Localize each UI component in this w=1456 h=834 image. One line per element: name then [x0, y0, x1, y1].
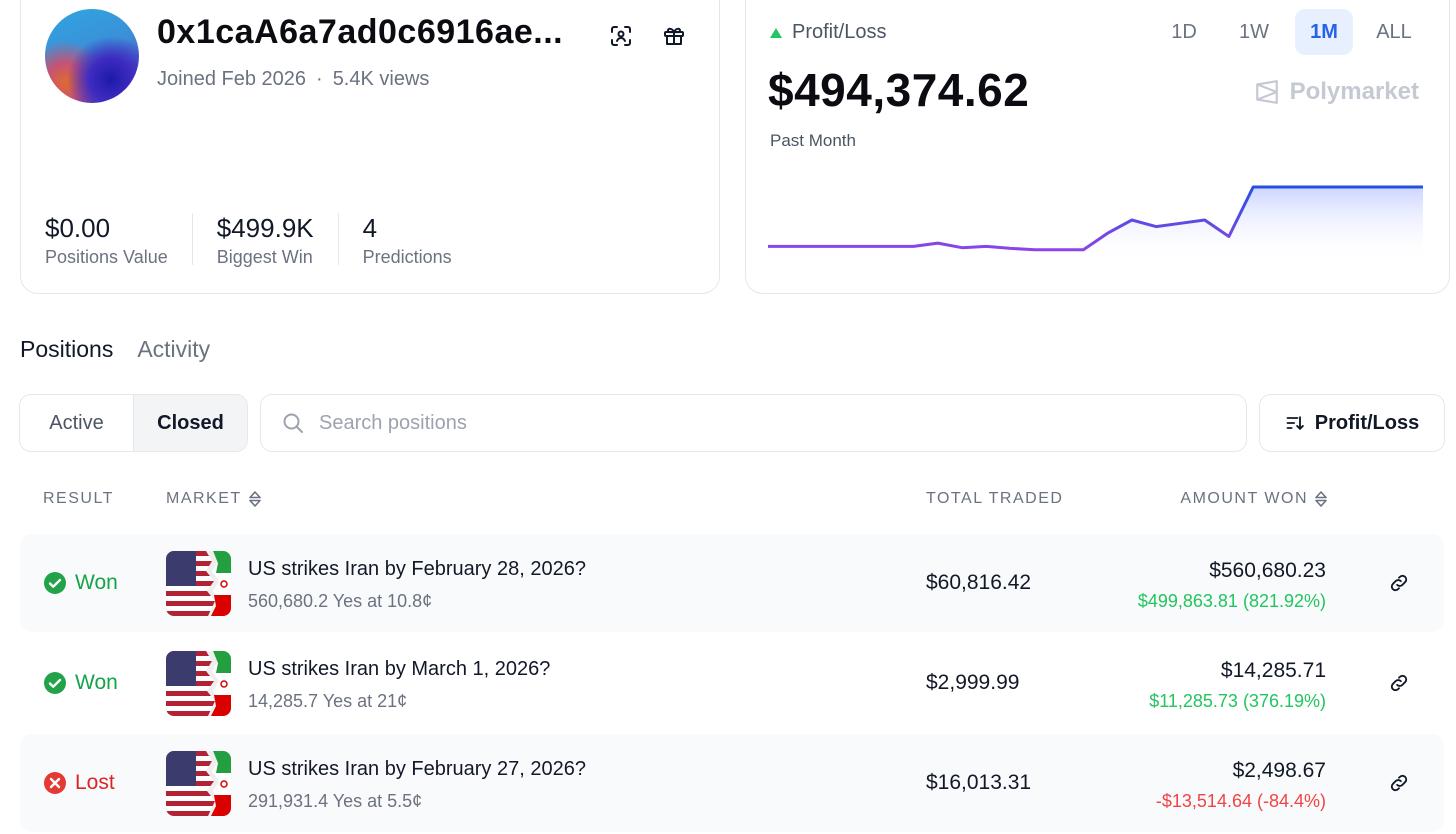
- profit-delta: -$13,514.64 (-84.4%): [1155, 791, 1326, 811]
- header-total-traded: TOTAL TRADED: [926, 490, 1064, 507]
- header-amount-won-label: AMOUNT WON: [1180, 490, 1308, 507]
- profile-card: 0x1caA6a7ad0c6916ae... Joined Feb 2026 · 5…: [20, 0, 720, 294]
- sort-button[interactable]: Profit/Loss: [1259, 394, 1445, 452]
- result-status: Won: [43, 534, 118, 632]
- profile-meta: Joined Feb 2026 · 5.4K views: [157, 68, 429, 91]
- header-market[interactable]: MARKET: [166, 490, 262, 508]
- profit-delta: $499,863.81 (821.92%): [1137, 591, 1326, 611]
- username: 0x1caA6a7ad0c6916ae...: [157, 13, 564, 51]
- result-status: Won: [43, 634, 118, 732]
- pnl-value: $494,374.62: [768, 64, 1030, 116]
- stat-label: Predictions: [362, 247, 452, 267]
- market-flag-image: [166, 551, 231, 616]
- market-shares: 291,931.4 Yes at 5.5¢: [248, 791, 423, 811]
- table-row[interactable]: Won US strikes Iran by March 1, 2026? 14…: [20, 634, 1444, 732]
- x-circle-icon: [44, 772, 66, 794]
- total-traded: $2,999.99: [926, 671, 1020, 694]
- main-tabs: Positions Activity: [20, 336, 210, 363]
- table-row[interactable]: Won US strikes Iran by February 28, 2026…: [20, 534, 1444, 632]
- amount-won: $2,498.67: [1232, 759, 1326, 782]
- pnl-period: Past Month: [770, 131, 856, 150]
- range-tab-1m[interactable]: 1M: [1295, 9, 1353, 55]
- search-box: [260, 394, 1247, 452]
- market-shares: 560,680.2 Yes at 10.8¢: [248, 591, 433, 611]
- sort-toggle-icon: [1315, 491, 1327, 507]
- filter-active-button[interactable]: Active: [49, 411, 104, 434]
- stat-predictions: 4 Predictions: [362, 213, 476, 267]
- stat-value: 4: [362, 213, 378, 243]
- range-tab-all[interactable]: ALL: [1376, 20, 1412, 43]
- stat-positions-value: $0.00 Positions Value: [45, 213, 193, 267]
- status-filter: Active Closed: [19, 394, 248, 452]
- scan-profile-icon[interactable]: [606, 21, 636, 51]
- total-traded: $60,816.42: [926, 571, 1032, 594]
- range-tab-1d[interactable]: 1D: [1171, 20, 1197, 43]
- polymarket-logo-icon: [1255, 80, 1278, 104]
- up-triangle-icon: [770, 27, 782, 38]
- market-shares: 14,285.7 Yes at 21¢: [248, 691, 408, 711]
- header-market-label: MARKET: [166, 490, 242, 507]
- pnl-chart-line: [768, 185, 1423, 252]
- search-icon: [283, 413, 303, 433]
- polymarket-brand: Polymarket: [1254, 78, 1419, 106]
- stat-label: Positions Value: [45, 247, 168, 267]
- result-label: Won: [75, 671, 118, 694]
- profit-delta: $11,285.73 (376.19%): [1149, 691, 1326, 711]
- pnl-chart-area: [768, 187, 1423, 261]
- stat-value: $0.00: [45, 213, 111, 243]
- gift-icon[interactable]: [659, 21, 689, 51]
- market-flag-image: [166, 751, 231, 816]
- pnl-chart: [768, 185, 1423, 261]
- header-amount-won[interactable]: AMOUNT WON: [1180, 490, 1328, 508]
- market-title[interactable]: US strikes Iran by February 28, 2026?: [248, 558, 586, 580]
- brand-name: Polymarket: [1289, 78, 1419, 105]
- market-title[interactable]: US strikes Iran by February 27, 2026?: [248, 758, 586, 780]
- total-traded: $16,013.31: [926, 771, 1032, 794]
- meta-separator: ·: [316, 68, 323, 90]
- joined-date: Joined Feb 2026: [157, 68, 307, 90]
- check-circle-icon: [44, 572, 66, 594]
- sort-label: Profit/Loss: [1314, 411, 1420, 434]
- stat-biggest-win: $499.9K Biggest Win: [216, 213, 339, 267]
- avatar: [45, 9, 139, 103]
- sort-icon: [1286, 416, 1304, 431]
- market-flag-image: [166, 651, 231, 716]
- header-result: RESULT: [43, 490, 114, 507]
- stat-value: $499.9K: [216, 213, 314, 243]
- result-status: Lost: [43, 734, 115, 832]
- tab-activity[interactable]: Activity: [137, 336, 211, 362]
- pnl-title-label: Profit/Loss: [792, 21, 887, 43]
- amount-won: $14,285.71: [1220, 659, 1326, 682]
- range-tab-1w[interactable]: 1W: [1239, 20, 1269, 43]
- check-circle-icon: [44, 672, 66, 694]
- result-label: Won: [75, 571, 118, 594]
- sort-toggle-icon: [248, 491, 261, 507]
- link-icon[interactable]: [1388, 772, 1410, 794]
- table-row[interactable]: Lost US strikes Iran by February 27, 202…: [20, 734, 1444, 832]
- result-label: Lost: [75, 771, 115, 794]
- search-input[interactable]: [319, 411, 1119, 435]
- market-title[interactable]: US strikes Iran by March 1, 2026?: [248, 658, 551, 680]
- amount-won: $560,680.23: [1209, 559, 1326, 582]
- view-count: 5.4K views: [332, 68, 430, 90]
- filter-closed-button[interactable]: Closed: [133, 395, 247, 451]
- link-icon[interactable]: [1388, 672, 1410, 694]
- pnl-card: Profit/Loss $494,374.62 Past Month 1D 1W…: [745, 0, 1450, 294]
- stat-label: Biggest Win: [216, 247, 313, 267]
- profile-stats: $0.00 Positions Value $499.9K Biggest Wi…: [45, 213, 500, 267]
- link-icon[interactable]: [1388, 572, 1410, 594]
- tab-positions[interactable]: Positions: [20, 336, 114, 362]
- pnl-title: Profit/Loss: [770, 21, 886, 44]
- range-tabs: 1D 1W 1M ALL: [1155, 9, 1423, 55]
